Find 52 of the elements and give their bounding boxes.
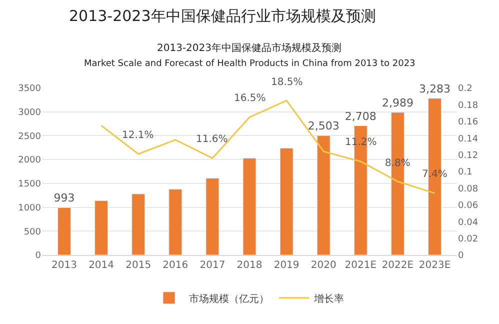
y-tick-label: 0 bbox=[35, 251, 42, 262]
x-tick-label: 2019 bbox=[274, 260, 300, 271]
bar bbox=[58, 207, 71, 255]
x-tick-label: 2014 bbox=[88, 260, 114, 271]
y2-tick-label: 0 bbox=[458, 251, 464, 262]
y2-tick-label: 0.2 bbox=[458, 84, 472, 94]
data-label: 16.5% bbox=[234, 93, 266, 104]
x-tick-label: 2020 bbox=[310, 260, 336, 271]
y-tick-label: 1500 bbox=[18, 180, 42, 190]
data-label: 18.5% bbox=[271, 77, 303, 88]
bar bbox=[168, 188, 182, 255]
y2-tick-label: 0.16 bbox=[458, 118, 478, 128]
text: Market Scale and Forecast of Health Products in China from 2013 to 2023 bbox=[84, 59, 416, 69]
y2-tick-label: 0.18 bbox=[458, 100, 478, 111]
y2-tick-label: 0.14 bbox=[458, 134, 478, 144]
y2-tick-label: 0.1 bbox=[458, 168, 472, 178]
x-tick-label: 2018 bbox=[236, 260, 262, 271]
y2-tick-label: 0.04 bbox=[458, 218, 478, 228]
data-label: 2,503 bbox=[308, 120, 340, 133]
x-tick-label: 2013 bbox=[52, 260, 77, 271]
legend-label: 增长率 bbox=[313, 292, 344, 305]
x-tick-label: 2016 bbox=[162, 260, 188, 271]
data-label: 2,989 bbox=[382, 96, 414, 110]
y2-tick-label: 0.12 bbox=[458, 150, 478, 161]
chart-title: 2013-2023年中国保健品行业市场规模及预测 bbox=[69, 7, 376, 25]
x-tick-label: 2023E bbox=[418, 260, 451, 271]
bar bbox=[94, 200, 108, 255]
y-tick-label: 3500 bbox=[18, 84, 42, 94]
y2-tick-label: 0.06 bbox=[458, 201, 478, 212]
legend-label: 市场规模（亿元） bbox=[189, 292, 269, 305]
data-label: 2,708 bbox=[344, 110, 376, 123]
y2-tick-label: 0.02 bbox=[458, 234, 478, 244]
y2-tick-label: 0.08 bbox=[458, 184, 478, 194]
data-label: 11.6% bbox=[196, 134, 228, 145]
bar bbox=[132, 194, 146, 255]
data-label: 3,283 bbox=[419, 82, 451, 96]
chart-subtitle: 2013-2023年中国保健品市场规模及预测 bbox=[157, 42, 342, 54]
y-tick-label: 2500 bbox=[18, 132, 42, 142]
x-tick-label: 2022E bbox=[382, 260, 414, 271]
y-tick-label: 2000 bbox=[18, 156, 42, 166]
x-tick-label: 2015 bbox=[126, 260, 152, 271]
bar bbox=[316, 135, 330, 255]
bar bbox=[280, 148, 294, 255]
data-label: 12.1% bbox=[122, 130, 154, 141]
y-tick-label: 1000 bbox=[18, 203, 42, 214]
bar bbox=[242, 158, 256, 255]
data-label: 993 bbox=[54, 192, 75, 205]
x-tick-label: 2021E bbox=[344, 260, 377, 271]
bar bbox=[206, 178, 220, 255]
y-tick-label: 500 bbox=[24, 227, 42, 238]
y-tick-label: 3000 bbox=[18, 108, 42, 118]
x-tick-label: 2017 bbox=[200, 260, 226, 271]
